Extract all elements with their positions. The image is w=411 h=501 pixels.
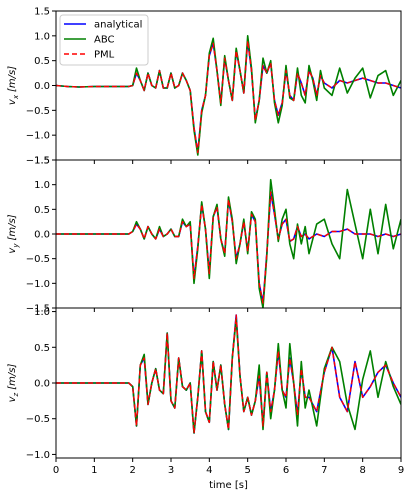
y-tick-label: 0.0: [34, 81, 50, 92]
panel-vx: 1.5 1.0 0.5 0.0 −0.5 −1.0 −1.5 vx [m/s] analytica…: [7, 7, 402, 167]
y-tick-label: −0.5: [26, 254, 50, 265]
legend-label-abc: ABC: [94, 35, 115, 46]
y-tick-label: −0.5: [26, 414, 50, 425]
panel-vy: 1.5 1.0 0.5 0.0 −0.5 −1.0 −1.5 vy [m/s]: [7, 156, 402, 315]
y-tick-label: 1.5: [34, 7, 50, 18]
series-line-abc: [56, 317, 401, 434]
y-axis-label-symbol: v: [7, 247, 18, 254]
y-tick-label: 0.5: [34, 205, 50, 216]
y-tick-label: 1.0: [34, 31, 50, 42]
panel-vz: 1.0 0.5 0.0 −0.5 −1.00 1 2 3 4 5 6 7 8 9 time [s] vz [m/…: [7, 307, 404, 491]
x-tick-label: 6: [283, 465, 289, 476]
x-axis-label: time [s]: [209, 480, 248, 491]
x-tick-label: 2: [129, 465, 135, 476]
x-tick-label: 0: [53, 465, 59, 476]
x-tick-label: 5: [244, 465, 250, 476]
y-axis-label-symbol: v: [7, 98, 18, 105]
y-axis-label-unit: [m/s]: [7, 214, 18, 240]
y-tick-label: 1.5: [34, 156, 50, 167]
y-tick-label: 0.5: [34, 343, 50, 354]
x-tick-label: 1: [91, 465, 97, 476]
y-axis-label-subscript: y: [12, 243, 20, 249]
legend-label-pml: PML: [94, 50, 115, 61]
series-group: [56, 34, 401, 156]
y-axis-label: vx [m/s]: [7, 66, 20, 105]
series-line-pml: [56, 40, 401, 154]
y-tick-label: 0.0: [34, 379, 50, 390]
legend-box: [59, 14, 149, 66]
y-axis-label-unit: [m/s]: [7, 364, 18, 390]
y-axis-label-subscript: x: [12, 94, 20, 100]
y-tick-label: −1.0: [26, 450, 50, 461]
y-tick-label: 0.5: [34, 56, 50, 67]
y-tick-label: −1.0: [26, 279, 50, 290]
y-axis-label-subscript: z: [12, 392, 20, 397]
series-line-abc: [56, 178, 401, 308]
y-tick-label: 0.0: [34, 230, 50, 241]
x-tick-label: 9: [398, 465, 404, 476]
y-tick-label: −1.0: [26, 131, 50, 142]
series-group: [56, 178, 401, 308]
y-axis-label-unit: [m/s]: [7, 66, 18, 92]
y-axis-label: vz [m/s]: [7, 364, 20, 403]
x-tick-label: 8: [359, 465, 365, 476]
y-tick-label: −1.5: [26, 156, 50, 167]
y-tick-label: −0.5: [26, 106, 50, 117]
y-tick-label: −1.5: [26, 304, 50, 315]
x-tick-label: 4: [206, 465, 212, 476]
y-tick-label: 1.0: [34, 307, 50, 318]
legend: analytical ABC PML: [59, 14, 149, 66]
legend-label-analytical: analytical: [94, 20, 142, 31]
y-tick-label: 1.0: [34, 180, 50, 191]
y-axis-label: vy [m/s]: [7, 214, 20, 253]
x-tick-label: 7: [321, 465, 327, 476]
series-line-pml: [56, 191, 401, 304]
series-line-pml: [56, 314, 401, 434]
series-group: [56, 314, 401, 434]
y-axis-label-symbol: v: [7, 395, 18, 402]
x-tick-label: 3: [168, 465, 174, 476]
